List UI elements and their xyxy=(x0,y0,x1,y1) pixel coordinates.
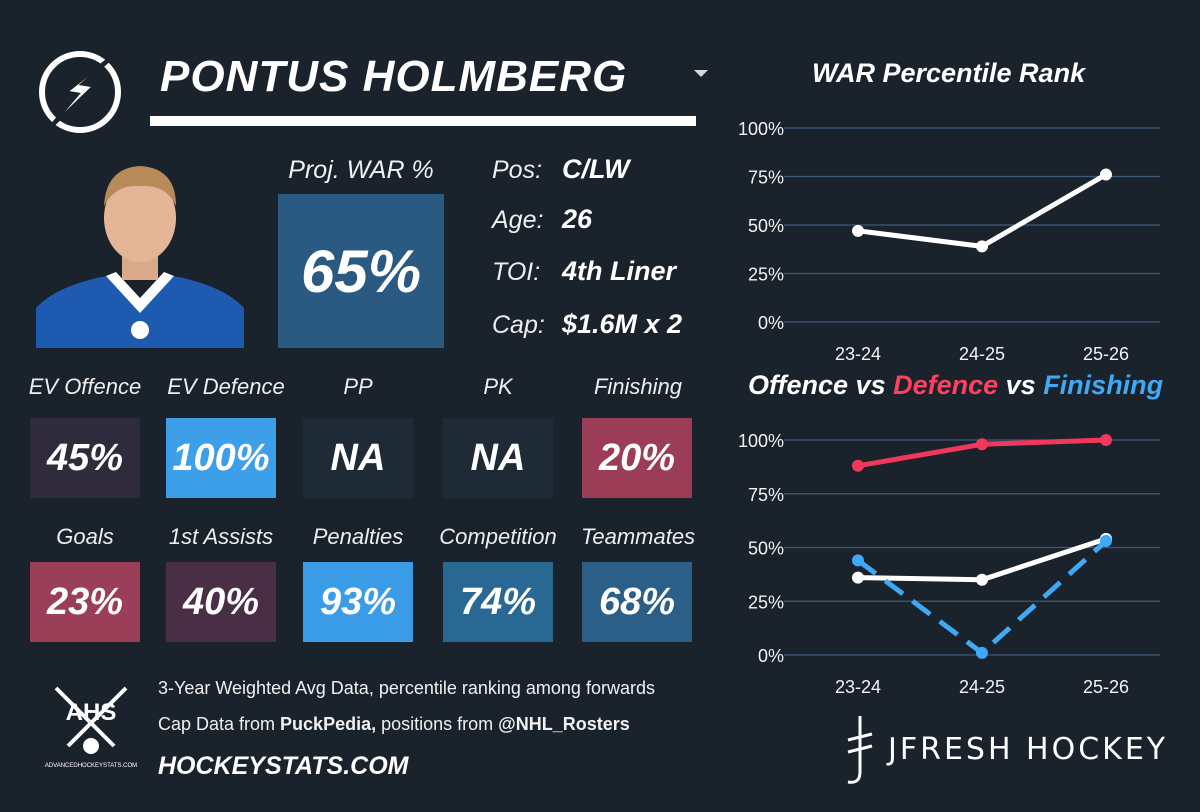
y-tick-label: 0% xyxy=(758,313,784,333)
x-tick-label: 25-26 xyxy=(1083,344,1129,364)
chart2-title-offence: Offence xyxy=(748,370,849,400)
metric-label: PP xyxy=(343,374,373,399)
footer-credits: Cap Data from PuckPedia, positions from … xyxy=(158,714,630,735)
jfresh-brand: JFRESH HOCKEY xyxy=(888,732,1169,767)
metric-ev-offence: 45% xyxy=(30,418,140,498)
data-point-offence xyxy=(976,573,988,586)
y-tick-label: 0% xyxy=(758,646,784,666)
war-percentile-chart: 0% 25% 50% 75% 100% 23-24 24-25 25-26 xyxy=(738,119,1160,364)
metric-label: Finishing xyxy=(593,374,683,399)
y-tick-label: 100% xyxy=(738,119,784,139)
pos-value: C/LW xyxy=(562,154,630,184)
ahs-logo-icon: AHS ADVANCEDHOCKEYSTATS.COM xyxy=(45,686,137,769)
player-name: PONTUS HOLMBERG xyxy=(160,52,628,101)
cap-value: $1.6M x 2 xyxy=(562,309,683,339)
puckpedia-link[interactable]: PuckPedia, xyxy=(280,714,377,734)
jfresh-logo-icon xyxy=(847,716,873,784)
data-point-defence xyxy=(852,459,864,472)
ahs-logo-text: AHS xyxy=(66,699,117,726)
offence-defence-finishing-chart: 0% 25% 50% 75% 100% 23-24 24-25 25-26 xyxy=(738,431,1160,697)
metric-ev-defence: 100% xyxy=(166,418,276,498)
ahs-logo-subtext: ADVANCEDHOCKEYSTATS.COM xyxy=(45,763,137,769)
footer-credits-text: positions from xyxy=(376,714,499,734)
data-point-finishing xyxy=(976,646,988,659)
x-tick-label: 23-24 xyxy=(835,344,881,364)
metric-label: Competition xyxy=(439,524,557,549)
metric-goals: 23% xyxy=(30,562,140,642)
y-tick-label: 100% xyxy=(738,431,784,451)
metric-competition: 74% xyxy=(443,562,553,642)
nhl-rosters-link[interactable]: @NHL_Rosters xyxy=(498,714,630,734)
data-point-defence xyxy=(1100,434,1112,446)
metric-label: EV Defence xyxy=(167,374,285,399)
pos-label: Pos: xyxy=(492,156,543,184)
metric-1st-assists: 40% xyxy=(166,562,276,642)
y-tick-label: 50% xyxy=(748,539,784,559)
data-point-finishing xyxy=(1100,535,1112,548)
x-tick-label: 23-24 xyxy=(835,677,881,697)
y-tick-label: 75% xyxy=(748,485,784,505)
series-line-war xyxy=(857,172,1108,249)
data-point-defence xyxy=(976,438,988,451)
metric-finishing: 20% xyxy=(582,418,692,498)
metric-teammates: 68% xyxy=(582,562,692,642)
age-label: Age: xyxy=(492,206,544,234)
lightning-logo-icon xyxy=(39,42,129,136)
chevron-down-icon[interactable] xyxy=(694,70,708,77)
age-value: 26 xyxy=(562,204,593,234)
chart2-title-vs: vs xyxy=(848,370,894,400)
player-headshot xyxy=(36,166,244,348)
x-tick-label: 24-25 xyxy=(959,344,1005,364)
site-link[interactable]: HOCKEYSTATS.COM xyxy=(158,752,409,780)
y-tick-label: 75% xyxy=(748,168,784,188)
data-point-war xyxy=(1100,168,1112,181)
metric-penalties: 93% xyxy=(303,562,413,642)
metric-pk: NA xyxy=(443,418,553,498)
data-point-finishing xyxy=(852,554,864,567)
y-tick-label: 25% xyxy=(748,592,784,612)
metric-label: Penalties xyxy=(312,524,404,549)
chart2-title-vs: vs xyxy=(998,370,1044,400)
x-tick-label: 24-25 xyxy=(959,677,1005,697)
footer-credits-text: Cap Data from xyxy=(158,714,281,734)
proj-war-label: Proj. WAR % xyxy=(288,156,434,184)
chart1-title: WAR Percentile Rank xyxy=(812,58,1086,88)
chart2-title-defence: Defence xyxy=(893,370,999,400)
metric-label: PK xyxy=(483,374,513,399)
chart2-title: Offence vs Defence vs Finishing xyxy=(748,370,1163,401)
series-line-finishing xyxy=(856,539,1108,656)
metric-label: Goals xyxy=(56,524,114,549)
toi-value: 4th Liner xyxy=(562,256,677,286)
metric-label: Teammates xyxy=(580,524,696,549)
metric-label: EV Offence xyxy=(28,374,142,399)
data-point-offence xyxy=(852,571,864,584)
cap-label: Cap: xyxy=(492,311,545,339)
data-point-war xyxy=(976,240,988,253)
chart2-title-finishing: Finishing xyxy=(1043,370,1164,400)
x-tick-label: 25-26 xyxy=(1083,677,1129,697)
proj-war-value: 65% xyxy=(278,194,444,348)
name-underline xyxy=(150,116,696,126)
y-tick-label: 25% xyxy=(748,265,784,285)
metric-pp: NA xyxy=(303,418,413,498)
metric-label: 1st Assists xyxy=(168,524,274,549)
y-tick-label: 50% xyxy=(748,216,784,236)
data-point-war xyxy=(852,224,864,237)
footer-note: 3-Year Weighted Avg Data, percentile ran… xyxy=(158,678,655,698)
toi-label: TOI: xyxy=(492,258,541,286)
